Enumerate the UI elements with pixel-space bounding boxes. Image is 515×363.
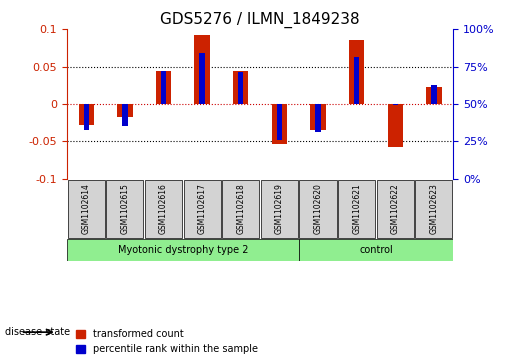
- Text: GSM1102619: GSM1102619: [275, 183, 284, 234]
- Bar: [194, 35, 210, 104]
- FancyBboxPatch shape: [106, 180, 143, 238]
- Text: GSM1102623: GSM1102623: [430, 183, 438, 234]
- Bar: [392, 104, 398, 106]
- Text: GSM1102617: GSM1102617: [198, 183, 207, 234]
- FancyBboxPatch shape: [222, 180, 259, 238]
- Text: GSM1102620: GSM1102620: [314, 183, 322, 234]
- Text: GSM1102614: GSM1102614: [82, 183, 91, 234]
- Bar: [83, 104, 89, 130]
- Text: disease state: disease state: [5, 327, 70, 337]
- Bar: [349, 40, 364, 104]
- Text: GSM1102616: GSM1102616: [159, 183, 168, 234]
- Bar: [199, 53, 205, 104]
- FancyBboxPatch shape: [261, 180, 298, 238]
- FancyBboxPatch shape: [183, 180, 220, 238]
- Bar: [315, 104, 321, 132]
- FancyBboxPatch shape: [67, 239, 299, 261]
- Bar: [426, 87, 442, 104]
- Text: Myotonic dystrophy type 2: Myotonic dystrophy type 2: [117, 245, 248, 255]
- Bar: [78, 104, 94, 125]
- FancyBboxPatch shape: [299, 239, 453, 261]
- FancyBboxPatch shape: [338, 180, 375, 238]
- Bar: [431, 85, 437, 104]
- Bar: [310, 104, 325, 130]
- Bar: [117, 104, 133, 118]
- FancyBboxPatch shape: [67, 180, 105, 238]
- Title: GDS5276 / ILMN_1849238: GDS5276 / ILMN_1849238: [160, 12, 360, 28]
- Bar: [354, 57, 359, 104]
- FancyBboxPatch shape: [145, 180, 182, 238]
- Bar: [233, 71, 249, 104]
- Bar: [272, 104, 287, 144]
- Text: GSM1102622: GSM1102622: [391, 184, 400, 234]
- FancyBboxPatch shape: [415, 180, 452, 238]
- Legend: transformed count, percentile rank within the sample: transformed count, percentile rank withi…: [72, 326, 262, 358]
- Bar: [277, 104, 282, 140]
- Bar: [238, 72, 244, 104]
- Bar: [122, 104, 128, 126]
- Text: GSM1102621: GSM1102621: [352, 184, 361, 234]
- Text: control: control: [359, 245, 393, 255]
- Bar: [161, 71, 166, 104]
- FancyBboxPatch shape: [299, 180, 337, 238]
- Bar: [156, 71, 171, 104]
- Bar: [387, 104, 403, 147]
- Text: GSM1102615: GSM1102615: [121, 183, 129, 234]
- Text: GSM1102618: GSM1102618: [236, 184, 245, 234]
- FancyBboxPatch shape: [376, 180, 414, 238]
